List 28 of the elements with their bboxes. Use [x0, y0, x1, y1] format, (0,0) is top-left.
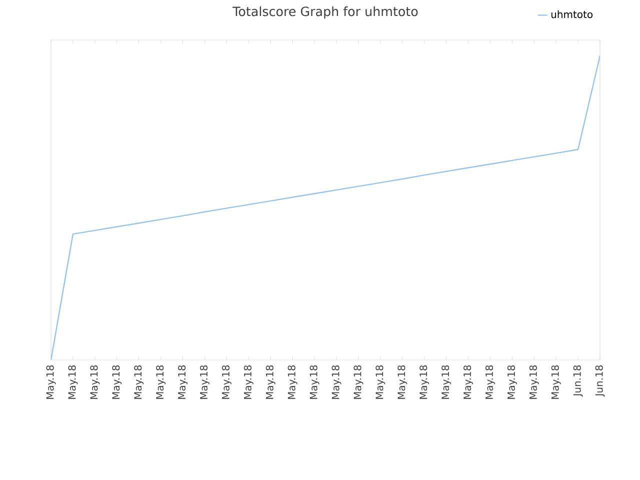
x-tick-label: May.18 — [332, 365, 342, 399]
x-tick-label: May.18 — [156, 365, 166, 399]
chart-title: Totalscore Graph for uhmtoto — [232, 6, 418, 19]
x-tick-label: Jun.18 — [595, 365, 605, 397]
x-tick-label: May.18 — [398, 365, 408, 399]
x-tick-label: May.18 — [551, 365, 561, 399]
x-tick-label: May.18 — [178, 365, 188, 399]
x-tick-label: May.18 — [485, 365, 495, 399]
x-tick-label: May.18 — [200, 365, 210, 399]
x-tick-label: May.18 — [90, 365, 100, 399]
x-tick-label: May.18 — [134, 365, 144, 399]
x-tick-label: May.18 — [442, 365, 452, 399]
x-tick-label: May.18 — [266, 365, 276, 399]
x-tick-label: May.18 — [354, 365, 364, 399]
x-tick-label: Jun.18 — [573, 365, 583, 397]
x-tick-label: May.18 — [420, 365, 430, 399]
x-tick-label: May.18 — [288, 365, 298, 399]
x-tick-label: May.18 — [463, 365, 473, 399]
x-tick-label: May.18 — [112, 365, 122, 399]
legend-label: uhmtoto — [551, 10, 593, 18]
x-tick-label: May.18 — [222, 365, 232, 399]
x-tick-label: May.18 — [507, 365, 517, 399]
x-tick-label: May.18 — [529, 365, 539, 399]
x-tick-label: May.18 — [244, 365, 254, 399]
x-tick-label: May.18 — [310, 365, 320, 399]
x-tick-label: May.18 — [46, 365, 56, 399]
x-tick-label: May.18 — [68, 365, 78, 399]
x-tick-label: May.18 — [376, 365, 386, 399]
